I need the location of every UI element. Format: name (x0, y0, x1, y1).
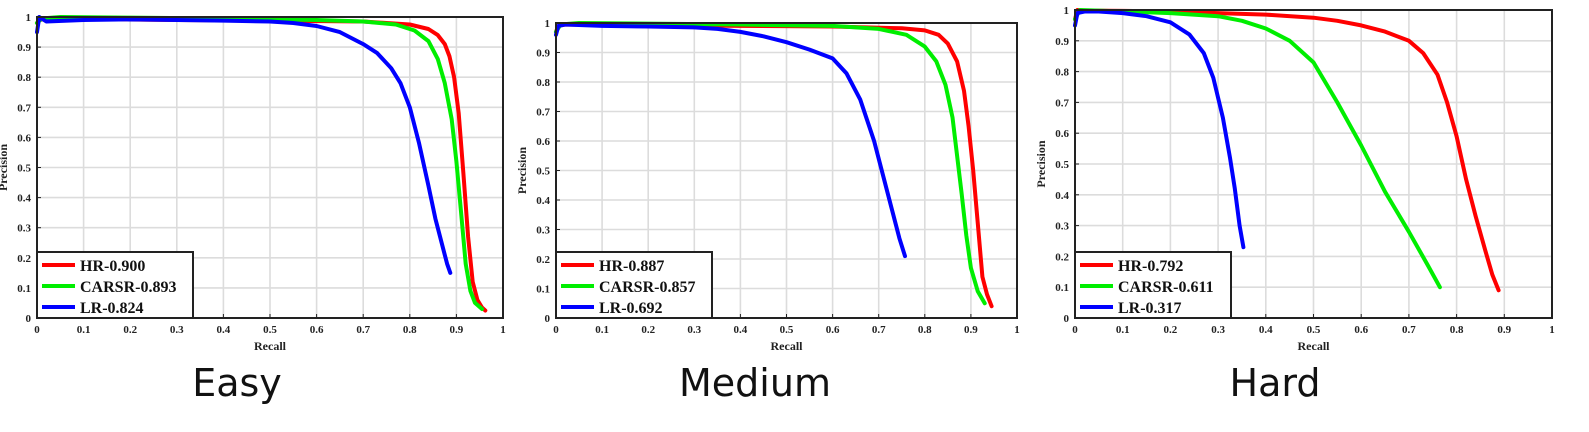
y-tick-label: 0 (26, 313, 32, 325)
y-tick-label: 0.8 (1055, 67, 1069, 79)
caption-medium: Medium (679, 361, 831, 405)
y-axis-label: Precision (515, 147, 529, 194)
x-tick-label: 0.9 (1497, 324, 1511, 336)
y-tick-label: 0.1 (1055, 282, 1069, 294)
y-tick-label: 0.3 (1055, 221, 1069, 233)
series-line-lr-0-692 (554, 22, 907, 259)
x-tick-label: 0.4 (1259, 324, 1273, 336)
y-tick-label: 1 (545, 18, 551, 30)
y-tick-label: 0.9 (536, 48, 550, 60)
x-tick-label: 0.6 (826, 324, 840, 336)
x-tick-label: 0 (34, 324, 40, 336)
x-tick-label: 0.2 (123, 324, 137, 336)
x-tick-label: 0.8 (403, 324, 417, 336)
caption-easy: Easy (192, 361, 282, 405)
x-tick-label: 0.9 (450, 324, 464, 336)
x-axis-label: Recall (254, 339, 287, 353)
y-tick-label: 0.5 (17, 163, 31, 175)
x-tick-label: 0.3 (1211, 324, 1225, 336)
x-tick-label: 0.8 (1450, 324, 1464, 336)
y-tick-label: 0.2 (17, 253, 31, 265)
y-tick-label: 0.7 (536, 107, 550, 119)
x-tick-label: 0.5 (1307, 324, 1321, 336)
x-tick-label: 0.5 (263, 324, 277, 336)
y-tick-label: 0.6 (1055, 128, 1069, 140)
x-tick-label: 0.1 (1116, 324, 1130, 336)
y-tick-label: 0 (545, 313, 551, 325)
x-tick-label: 0.7 (872, 324, 886, 336)
legend-label-carsr-0-893: CARSR-0.893 (80, 279, 176, 296)
y-tick-label: 0.8 (17, 72, 31, 84)
axes-frame (555, 22, 1018, 319)
chart-medium: 0 0.1 0.2 0.3 0.4 0.5 0.6 0.7 0.8 0.9 1 0 0.1 0.2 0.3 0… (515, 18, 1020, 353)
legend-label-lr-0-692: LR-0.692 (599, 300, 663, 317)
y-axis-label: Precision (0, 144, 10, 191)
x-tick-label: 0.1 (595, 324, 609, 336)
legend: HR-0.900 CARSR-0.893 LR-0.824 (36, 251, 194, 319)
y-tick-label: 0.9 (17, 42, 31, 54)
x-tick-label: 0 (1072, 324, 1078, 336)
y-tick-label: 1 (1064, 5, 1070, 17)
y-tick-label: 0.4 (536, 195, 550, 207)
x-tick-label: 0 (553, 324, 559, 336)
y-axis-label: Precision (1034, 140, 1048, 187)
y-tick-label: 0.8 (536, 77, 550, 89)
legend: HR-0.792 CARSR-0.611 LR-0.317 (1074, 251, 1232, 319)
y-tick-label: 0.6 (536, 136, 550, 148)
axes-frame (36, 16, 504, 319)
x-tick-label: 0.2 (641, 324, 655, 336)
y-tick-label: 0.3 (536, 225, 550, 237)
chart-hard: 0 0.1 0.2 0.3 0.4 0.5 0.6 0.7 0.8 0.9 1 0 0.1 0.2 0.3 0… (1034, 5, 1555, 353)
x-tick-label: 0.9 (964, 324, 978, 336)
x-tick-label: 0.6 (1354, 324, 1368, 336)
series-line-lr-0-824 (35, 15, 453, 275)
y-tick-label: 0.5 (536, 166, 550, 178)
caption-hard: Hard (1230, 361, 1321, 405)
legend-label-lr-0-824: LR-0.824 (80, 300, 144, 317)
series-line-lr-0-317 (1073, 9, 1246, 250)
x-tick-label: 1 (1549, 324, 1555, 336)
legend-label-hr-0-792: HR-0.792 (1118, 258, 1183, 275)
x-tick-label: 0.5 (780, 324, 794, 336)
x-tick-label: 1 (1014, 324, 1020, 336)
legend-label-lr-0-317: LR-0.317 (1118, 300, 1182, 317)
x-tick-label: 1 (500, 324, 506, 336)
axes-frame (1074, 9, 1553, 319)
y-tick-label: 0.2 (536, 254, 550, 266)
y-tick-label: 0.3 (17, 223, 31, 235)
legend-label-carsr-0-857: CARSR-0.857 (599, 279, 695, 296)
legend: HR-0.887 CARSR-0.857 LR-0.692 (555, 251, 713, 319)
y-tick-label: 0.4 (1055, 190, 1069, 202)
chart-easy: 0 0.1 0.2 0.3 0.4 0.5 0.6 0.7 0.8 0.9 1 0 0.1 0.2 0.3 0… (0, 12, 506, 353)
x-tick-label: 0.4 (734, 324, 748, 336)
x-tick-label: 0.4 (217, 324, 231, 336)
charts-root: 0 0.1 0.2 0.3 0.4 0.5 0.6 0.7 0.8 0.9 1 0 0.1 0.2 0.3 0… (0, 5, 1555, 353)
legend-label-carsr-0-611: CARSR-0.611 (1118, 279, 1214, 296)
x-tick-label: 0.3 (687, 324, 701, 336)
y-tick-label: 0.7 (17, 102, 31, 114)
y-tick-label: 0.6 (17, 132, 31, 144)
x-tick-label: 0.3 (170, 324, 184, 336)
x-axis-label: Recall (1298, 339, 1331, 353)
y-tick-label: 0.1 (17, 283, 31, 295)
y-tick-label: 0.9 (1055, 36, 1069, 48)
y-tick-label: 0.2 (1055, 251, 1069, 263)
y-tick-label: 0.7 (1055, 97, 1069, 109)
y-tick-label: 0.1 (536, 284, 550, 296)
legend-label-hr-0-887: HR-0.887 (599, 258, 664, 275)
y-tick-label: 0 (1064, 313, 1070, 325)
x-tick-label: 0.8 (918, 324, 932, 336)
x-tick-label: 0.7 (356, 324, 370, 336)
y-tick-label: 0.5 (1055, 159, 1069, 171)
x-tick-label: 0.6 (310, 324, 324, 336)
y-tick-label: 0.4 (17, 193, 31, 205)
x-tick-label: 0.1 (77, 324, 91, 336)
legend-label-hr-0-900: HR-0.900 (80, 258, 145, 275)
x-axis-label: Recall (771, 339, 804, 353)
x-tick-label: 0.7 (1402, 324, 1416, 336)
x-tick-label: 0.2 (1164, 324, 1178, 336)
y-tick-label: 1 (26, 12, 32, 24)
